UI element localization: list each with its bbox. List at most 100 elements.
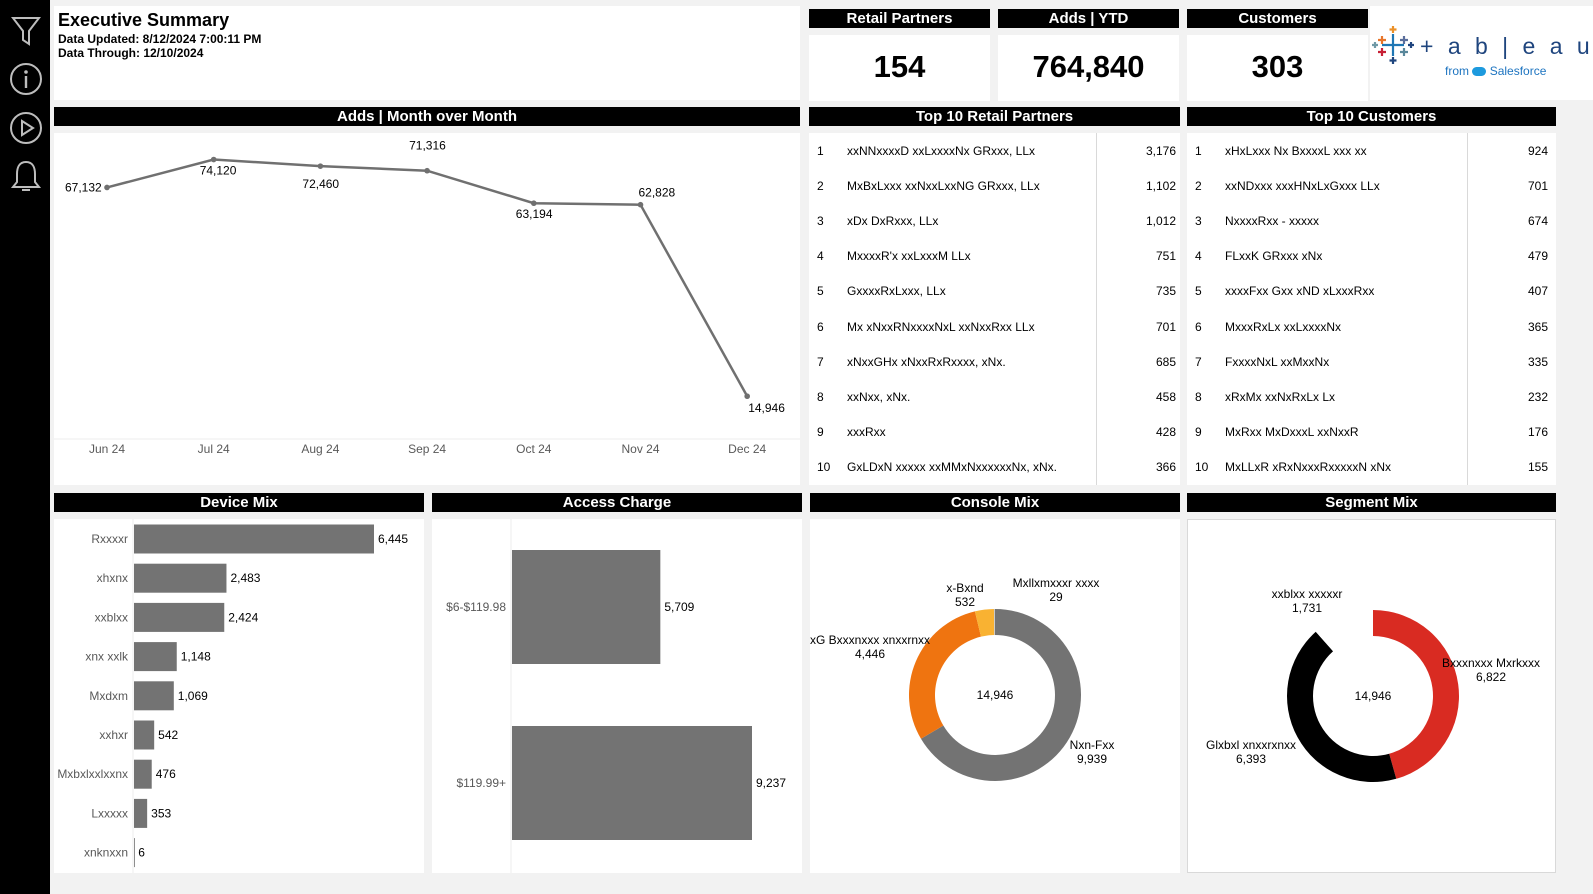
data-point[interactable] [637,201,644,208]
bar[interactable] [134,524,374,554]
data-point[interactable] [744,393,750,400]
category-label: Mxbxlxxlxxnx [57,767,128,781]
donut-slice[interactable] [909,611,981,739]
category-label: xnx xxlk [85,650,129,664]
donut-slice[interactable] [974,609,995,637]
row-rank: 7 [817,354,824,369]
device-mix-bar-chart[interactable]: 6,445 Rxxxxr 2,483 xhxnx 2,424 xxblxx 1,148 xnx… [54,519,424,873]
row-name: MxLLxR xRxNxxxRxxxxxN xNx [1225,459,1392,474]
row-name: xxNNxxxxD xxLxxxxNx GRxxx, LLx [847,144,1036,158]
row-rank: 8 [817,389,824,404]
table-row[interactable]: 2 xxNDxxx xxxHNxLxGxxx LLx 701 [1195,176,1548,196]
row-value: 924 [1527,144,1548,158]
table-row[interactable]: 8 xRxMx xxNxRxLx Lx 232 [1195,387,1548,407]
cloud-icon [1472,67,1487,77]
donut-slice[interactable] [1315,610,1373,652]
row-rank: 3 [1195,214,1202,229]
table-row[interactable]: 5 xxxxFxx Gxx xND xLxxxRxx 407 [1195,281,1548,301]
table-row[interactable]: 6 Mx xNxxRNxxxxNxL xxNxxRxx LLx 701 [817,317,1176,337]
table-row[interactable]: 3 xDx DxRxxx, LLx 1,012 [817,211,1176,231]
slice-value-label: 532 [955,595,975,609]
tableau-logo[interactable]: + a b | e a u from Salesforce [1370,6,1593,100]
row-rank: 2 [1195,179,1202,194]
slice-name-label: x-Bxnd [946,581,983,595]
bar[interactable] [512,550,661,664]
x-tick-label: Oct 24 [516,442,552,456]
row-rank: 4 [1195,249,1202,264]
donut-slice[interactable] [993,609,995,636]
bell-icon[interactable] [8,159,44,195]
category-label: Lxxxxx [91,806,128,820]
slice-name-label: Nxn-Fxx [1070,738,1115,752]
info-icon[interactable] [8,61,44,97]
table-row[interactable]: 9 xxxRxx 428 [817,422,1176,442]
filter-icon[interactable] [8,13,44,49]
table-row[interactable]: 10 GxLDxN xxxxx xxMMxNxxxxxxNx, xNx. 366 [817,457,1176,477]
data-point[interactable] [317,163,324,169]
table-row[interactable]: 9 MxRxx MxDxxxL xxNxxR 176 [1195,422,1548,442]
bar[interactable] [134,720,155,750]
row-value: 407 [1527,284,1548,299]
row-rank: 4 [817,249,824,264]
data-point[interactable] [210,156,217,163]
donut-slice[interactable] [920,609,1081,781]
data-label: 71,316 [409,139,446,153]
table-row[interactable]: 10 MxLLxR xRxNxxxRxxxxxN xNx 155 [1195,457,1548,477]
table-row[interactable]: 4 FLxxK GRxxx xNx 479 [1195,246,1548,266]
row-rank: 1 [817,144,824,158]
bar[interactable] [134,681,174,711]
bar-value-label: 2,424 [228,610,258,624]
category-label: Mxdxm [89,689,128,703]
row-value: 335 [1527,354,1548,369]
data-label: 72,460 [302,177,339,191]
bar[interactable] [134,563,227,593]
bar-value-label: 5,709 [664,600,694,614]
mom-line-chart[interactable]: 67,132 Jun 24 74,120 Jul 24 72,460 Aug 24 71,3… [54,133,800,485]
bar-value-label: 6,445 [378,532,408,546]
bar[interactable] [134,798,148,828]
table-row[interactable]: 8 xxNxx, xNx. 458 [817,387,1176,407]
access-charge-panel: 5,709 $6-$119.98 9,237 $119.99+ [432,519,802,873]
bar[interactable] [134,602,225,632]
slice-value-label: 6,822 [1476,670,1506,684]
column-divider [1096,133,1097,485]
play-icon[interactable] [8,110,44,146]
segment-mix-panel: Bxxxnxxx Mxrkxxx 6,822 Glxbxl xnxxrxnxx 6,3… [1187,519,1556,873]
donut-slice[interactable] [1287,631,1397,782]
bar[interactable] [512,726,752,840]
slice-value-label: 29 [1049,590,1063,604]
x-tick-label: Jul 24 [198,442,230,456]
table-row[interactable]: 1 xHxLxxx Nx BxxxxL xxx xx 924 [1195,141,1548,161]
bar-value-label: 476 [156,767,176,781]
row-name: GxxxxRxLxxx, LLx [847,284,946,299]
bar[interactable] [134,642,177,672]
access-charge-bar-chart[interactable]: 5,709 $6-$119.98 9,237 $119.99+ [432,519,802,873]
row-value: 751 [1155,249,1176,264]
bar[interactable] [134,838,135,868]
row-rank: 7 [1195,354,1202,369]
table-row[interactable]: 2 MxBxLxxx xxNxxLxxNG GRxxx, LLx 1,102 [817,176,1176,196]
bar-value-label: 2,483 [230,571,260,585]
bar[interactable] [134,759,152,789]
table-row[interactable]: 6 MxxxRxLx xxLxxxxNx 365 [1195,317,1548,337]
data-point[interactable] [424,167,430,174]
slice-value-label: 6,393 [1236,752,1266,766]
row-name: xNxxGHx xNxxRxRxxxx, xNx. [847,354,1006,369]
row-value: 366 [1155,459,1176,474]
donut-slice[interactable] [1373,610,1459,779]
console-mix-panel: Nxn-Fxx 9,939 xG Bxxxnxxx xnxxrnxx 4,446 x-B… [810,519,1180,873]
table-row[interactable]: 7 xNxxGHx xNxxRxRxxxx, xNx. 685 [817,352,1176,372]
data-point[interactable] [104,184,110,191]
table-row[interactable]: 7 FxxxxNxL xxMxxNx 335 [1195,352,1548,372]
mom-chart-header: Adds | Month over Month [54,107,800,126]
tableau-wordmark: + a b | e a u [1420,33,1593,59]
data-label: 62,828 [639,186,676,200]
data-point[interactable] [531,200,537,207]
kpi-label: Customers [1187,9,1368,28]
table-row[interactable]: 5 GxxxxRxLxxx, LLx 735 [817,281,1176,301]
table-row[interactable]: 4 MxxxxR'x xxLxxxM LLx 751 [817,246,1176,266]
table-row[interactable]: 1 xxNNxxxxD xxLxxxxNx GRxxx, LLx 3,176 [817,141,1176,161]
table-row[interactable]: 3 NxxxxRxx - xxxxx 674 [1195,211,1548,231]
